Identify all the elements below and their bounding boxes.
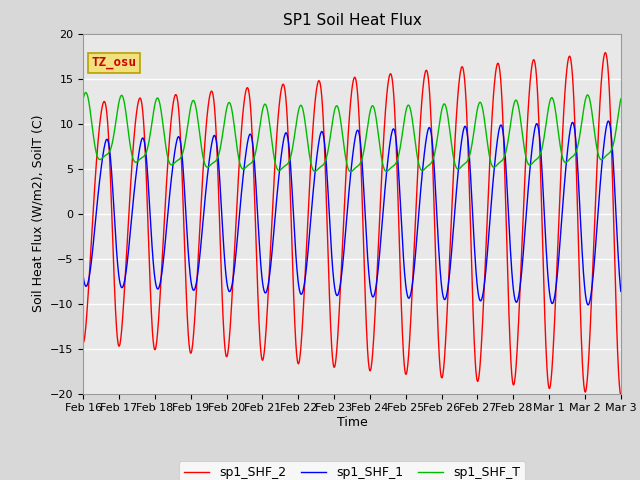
sp1_SHF_2 <box>319 102 326 108</box>
sp1_SHF_1 <box>385 146 393 152</box>
Legend: sp1_SHF_2, sp1_SHF_1, sp1_SHF_T: sp1_SHF_2, sp1_SHF_1, sp1_SHF_T <box>179 461 525 480</box>
sp1_SHF_T <box>143 147 151 153</box>
sp1_SHF_T <box>617 96 625 102</box>
sp1_SHF_2 <box>602 50 609 56</box>
sp1_SHF_T <box>386 166 394 172</box>
sp1_SHF_1 <box>584 302 592 308</box>
sp1_SHF_1 <box>307 210 315 216</box>
sp1_SHF_T <box>308 163 316 169</box>
sp1_SHF_2 <box>121 281 129 287</box>
Line: sp1_SHF_2: sp1_SHF_2 <box>83 53 621 395</box>
sp1_SHF_1 <box>604 118 612 124</box>
Line: sp1_SHF_1: sp1_SHF_1 <box>83 121 621 305</box>
sp1_SHF_1 <box>319 129 326 135</box>
sp1_SHF_2 <box>143 184 150 190</box>
Line: sp1_SHF_T: sp1_SHF_T <box>83 93 621 172</box>
sp1_SHF_1 <box>79 274 87 279</box>
sp1_SHF_2 <box>307 151 315 157</box>
Title: SP1 Soil Heat Flux: SP1 Soil Heat Flux <box>283 13 421 28</box>
sp1_SHF_1 <box>143 159 150 165</box>
sp1_SHF_1 <box>328 258 336 264</box>
sp1_SHF_1 <box>617 288 625 294</box>
sp1_SHF_T <box>347 169 355 175</box>
sp1_SHF_T <box>319 162 326 168</box>
sp1_SHF_T <box>79 96 87 102</box>
sp1_SHF_2 <box>385 74 393 80</box>
sp1_SHF_T <box>82 90 90 96</box>
Text: TZ_osu: TZ_osu <box>92 56 136 69</box>
X-axis label: Time: Time <box>337 416 367 429</box>
sp1_SHF_T <box>122 105 129 110</box>
sp1_SHF_2 <box>79 340 87 346</box>
sp1_SHF_2 <box>328 350 336 356</box>
Y-axis label: Soil Heat Flux (W/m2), SoilT (C): Soil Heat Flux (W/m2), SoilT (C) <box>31 115 44 312</box>
sp1_SHF_2 <box>617 392 625 398</box>
sp1_SHF_T <box>328 119 336 124</box>
sp1_SHF_1 <box>121 277 129 283</box>
